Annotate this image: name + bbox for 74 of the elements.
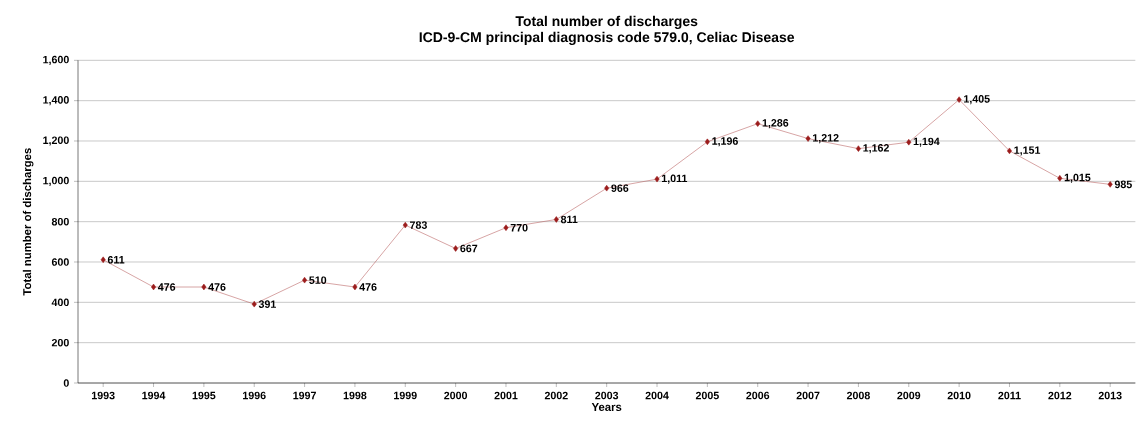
y-tick-label: 1,200	[43, 136, 69, 146]
y-tick-label: 1,000	[43, 176, 69, 186]
data-label: 1,015	[1064, 173, 1091, 183]
point	[251, 300, 257, 308]
point	[553, 216, 559, 223]
point	[805, 135, 811, 142]
x-tick-label: 1994	[142, 391, 166, 400]
point	[906, 139, 912, 146]
x-tick-label: 1997	[293, 391, 316, 400]
x-axis-title: Years	[591, 403, 622, 411]
x-tick-label: 2007	[796, 391, 820, 400]
x-tick-label: 2012	[1048, 391, 1072, 400]
y-tick-label: 600	[51, 258, 69, 266]
point	[100, 256, 106, 263]
data-label: 1,162	[863, 144, 889, 154]
x-tick-label: 2003	[595, 391, 619, 400]
data-label: 1,196	[712, 137, 738, 147]
data-label: 476	[157, 283, 176, 291]
y-tick-label: 1,400	[43, 96, 69, 106]
data-label: 667	[460, 244, 478, 253]
point	[604, 184, 610, 192]
point	[956, 96, 962, 103]
x-tick-label: 1996	[243, 391, 266, 400]
data-label: 985	[1114, 180, 1132, 189]
data-label: 1,151	[1014, 146, 1041, 156]
x-tick-label: 2002	[544, 391, 568, 400]
chart-title: Total number of discharges	[515, 15, 698, 29]
x-tick-label: 2013	[1098, 391, 1122, 400]
data-label: 1,011	[661, 174, 688, 184]
point	[654, 175, 660, 183]
x-tick-label: 2000	[444, 391, 468, 400]
x-tick-label: 1999	[394, 391, 417, 400]
data-label: 770	[510, 223, 528, 232]
point	[1107, 181, 1113, 188]
point	[503, 224, 509, 231]
point	[402, 221, 408, 229]
data-label: 1,405	[964, 95, 990, 105]
y-tick-label: 0	[63, 379, 69, 387]
point	[855, 145, 861, 152]
data-label: 1,194	[913, 137, 940, 147]
data-label: 476	[359, 283, 377, 291]
y-tick-label: 400	[51, 298, 69, 307]
y-tick-label: 200	[51, 338, 69, 347]
point	[1057, 175, 1063, 182]
y-tick-label: 800	[51, 217, 69, 226]
x-tick-label: 1995	[192, 391, 216, 400]
chart-subtitle: ICD-9-CM principal diagnosis code 579.0, Celiac Disease	[419, 31, 795, 45]
y-tick-label: 1,600	[43, 55, 69, 65]
x-tick-label: 2010	[947, 391, 971, 400]
x-tick-label: 2001	[494, 391, 518, 400]
data-label: 1,286	[762, 119, 789, 129]
point	[201, 283, 207, 291]
data-label: 966	[611, 184, 629, 192]
x-tick-label: 2011	[998, 391, 1021, 400]
data-label: 476	[208, 283, 226, 291]
point	[302, 276, 308, 284]
data-label: 783	[410, 221, 427, 229]
data-label: 510	[309, 276, 327, 284]
data-label: 811	[560, 215, 578, 224]
data-label: 1,212	[813, 134, 839, 144]
x-tick-label: 2009	[897, 391, 921, 400]
x-tick-label: 2006	[746, 391, 770, 400]
x-tick-label: 1993	[91, 391, 115, 400]
x-tick-label: 2004	[645, 391, 669, 400]
point	[352, 283, 358, 291]
data-label: 611	[107, 256, 125, 264]
x-tick-label: 1998	[343, 391, 367, 400]
data-label: 391	[258, 300, 276, 308]
y-axis-title: Total number of discharges	[22, 148, 34, 296]
point	[453, 245, 459, 252]
x-tick-label: 2008	[846, 391, 870, 400]
point	[704, 138, 710, 146]
x-tick-label: 2005	[695, 391, 719, 400]
point	[755, 120, 761, 127]
